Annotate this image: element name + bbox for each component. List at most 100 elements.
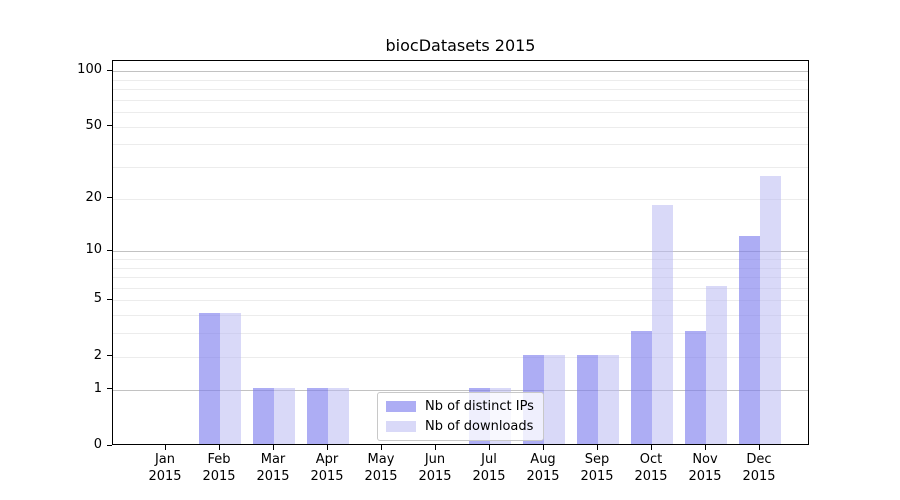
bar-aug-downloads (544, 354, 565, 444)
x-tick-label-dec: Dec 2015 (727, 451, 791, 485)
minor-gridline (113, 144, 808, 146)
legend-swatch-downloads (386, 421, 416, 432)
bar-nov-distinct-ips (685, 331, 706, 444)
x-tick-label-sep: Sep 2015 (565, 451, 629, 485)
minor-gridline (113, 258, 808, 260)
x-tick-year: 2015 (364, 469, 398, 484)
y-tick-mark (107, 125, 112, 127)
x-tick-year: 2015 (202, 469, 236, 484)
y-tick-mark (107, 298, 112, 300)
x-tick-month: Feb (207, 452, 231, 467)
x-tick-month: Oct (639, 452, 663, 467)
y-tick-mark (107, 355, 112, 357)
major-gridline (113, 71, 808, 73)
x-tick-month: Nov (692, 452, 718, 467)
x-tick-mark (705, 445, 706, 450)
x-tick-label-nov: Nov 2015 (673, 451, 737, 485)
minor-gridline (113, 79, 808, 81)
x-tick-label-jun: Jun 2015 (403, 451, 467, 485)
x-tick-month: Dec (746, 452, 772, 467)
x-tick-year: 2015 (148, 469, 182, 484)
bar-oct-distinct-ips (631, 331, 652, 444)
bar-feb-distinct-ips (199, 313, 220, 444)
chart-title: biocDatasets 2015 (385, 36, 536, 55)
x-tick-label-jul: Jul 2015 (457, 451, 521, 485)
x-tick-month: May (367, 452, 395, 467)
x-tick-month: Aug (530, 452, 556, 467)
x-tick-month: Jan (154, 452, 176, 467)
legend-swatch-distinct-ips (386, 401, 416, 412)
bar-sep-distinct-ips (577, 354, 598, 444)
y-tick-mark (107, 197, 112, 199)
bar-mar-distinct-ips (253, 387, 274, 444)
minor-gridline (113, 198, 808, 200)
y-tick-label: 50 (85, 117, 102, 133)
bar-dec-downloads (760, 176, 781, 444)
y-tick-mark (107, 249, 112, 251)
x-tick-year: 2015 (526, 469, 560, 484)
x-tick-mark (273, 445, 274, 450)
x-tick-year: 2015 (256, 469, 290, 484)
minor-gridline (113, 112, 808, 114)
x-tick-year: 2015 (742, 469, 776, 484)
x-tick-label-may: May 2015 (349, 451, 413, 485)
legend-item-downloads: Nb of downloads (386, 418, 534, 435)
y-tick-label: 100 (77, 62, 102, 78)
x-tick-label-jan: Jan 2015 (133, 451, 197, 485)
x-tick-year: 2015 (688, 469, 722, 484)
legend-label-distinct-ips: Nb of distinct IPs (425, 399, 534, 414)
x-tick-mark (759, 445, 760, 450)
x-tick-label-aug: Aug 2015 (511, 451, 575, 485)
x-tick-label-oct: Oct 2015 (619, 451, 683, 485)
x-tick-mark (219, 445, 220, 450)
x-tick-label-feb: Feb 2015 (187, 451, 251, 485)
minor-gridline (113, 126, 808, 128)
x-tick-label-apr: Apr 2015 (295, 451, 359, 485)
x-tick-month: Mar (260, 452, 286, 467)
x-tick-year: 2015 (634, 469, 668, 484)
x-tick-mark (165, 445, 166, 450)
bar-apr-downloads (328, 387, 349, 444)
y-tick-label: 10 (85, 242, 102, 258)
plot-area (112, 60, 809, 445)
major-gridline (113, 389, 808, 391)
y-tick-label: 5 (93, 291, 102, 307)
x-tick-month: Jul (481, 452, 497, 467)
minor-gridline (113, 356, 808, 358)
legend: Nb of distinct IPs Nb of downloads (377, 392, 544, 441)
y-tick-mark (107, 444, 112, 446)
minor-gridline (113, 89, 808, 91)
minor-gridline (113, 277, 808, 279)
y-tick-mark (107, 69, 112, 71)
bar-apr-distinct-ips (307, 387, 328, 444)
x-tick-mark (435, 445, 436, 450)
x-tick-mark (543, 445, 544, 450)
x-tick-mark (489, 445, 490, 450)
x-tick-mark (597, 445, 598, 450)
x-tick-year: 2015 (310, 469, 344, 484)
y-tick-label: 2 (93, 347, 102, 363)
y-tick-label: 0 (93, 437, 102, 452)
minor-gridline (113, 315, 808, 317)
legend-label-downloads: Nb of downloads (425, 419, 534, 434)
minor-gridline (113, 300, 808, 302)
y-tick-label: 1 (93, 380, 102, 396)
x-tick-month: Apr (315, 452, 339, 467)
bar-oct-downloads (652, 204, 673, 444)
minor-gridline (113, 287, 808, 289)
bar-mar-downloads (274, 387, 295, 444)
bar-dec-distinct-ips (739, 235, 760, 444)
major-gridline (113, 251, 808, 253)
minor-gridline (113, 333, 808, 335)
minor-gridline (113, 267, 808, 269)
bar-sep-downloads (598, 354, 619, 444)
legend-item-distinct-ips: Nb of distinct IPs (386, 398, 534, 415)
y-tick-mark (107, 388, 112, 390)
x-tick-month: Jun (424, 452, 446, 467)
x-tick-mark (381, 445, 382, 450)
x-tick-mark (651, 445, 652, 450)
bar-feb-downloads (220, 313, 241, 444)
x-tick-year: 2015 (472, 469, 506, 484)
x-tick-year: 2015 (418, 469, 452, 484)
